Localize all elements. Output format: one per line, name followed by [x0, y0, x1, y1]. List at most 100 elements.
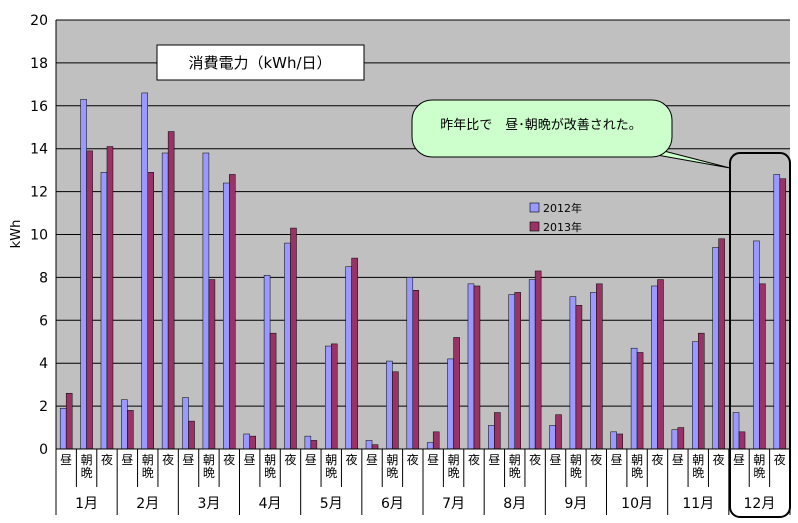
x-sub-category-label: 昼	[183, 453, 195, 467]
x-sub-category-label: 昼	[244, 453, 256, 467]
x-sub-category-label: 朝	[631, 453, 643, 467]
bar-2013	[412, 290, 420, 450]
bar-2013	[147, 172, 154, 450]
x-sub-category-label: 晩	[570, 466, 582, 480]
bar-2012	[161, 152, 169, 450]
x-month-label: 8月	[503, 496, 526, 512]
x-sub-category-label: 夜	[407, 452, 419, 467]
bar-2013	[636, 352, 644, 450]
bar-2013	[534, 270, 542, 450]
callout-box	[411, 99, 673, 158]
x-axis: 昼朝晩夜昼朝晩夜昼朝晩夜昼朝晩夜昼朝晩夜昼朝晩夜昼朝晩夜昼朝晩夜昼朝晩夜昼朝晩夜…	[55, 448, 791, 515]
bar-2013	[106, 146, 114, 450]
legend-swatch-2013	[529, 221, 540, 232]
x-sub-category-label: 昼	[427, 453, 439, 467]
x-sub-category-label: 朝	[509, 453, 521, 467]
bar-2013	[494, 412, 501, 450]
bar-2012	[182, 397, 189, 450]
x-month-label: 6月	[381, 496, 404, 512]
bar-2012	[569, 296, 577, 450]
bar-2013	[759, 283, 766, 450]
bar-2013	[555, 414, 562, 450]
x-sub-category-label: 昼	[488, 453, 500, 467]
bar-2013	[249, 435, 256, 450]
x-month-label: 12月	[744, 496, 776, 512]
bar-2013	[371, 444, 379, 450]
y-tick-label: 8	[39, 270, 48, 286]
y-axis-label: kWh	[9, 220, 24, 249]
x-month-label: 9月	[564, 496, 587, 512]
bar-2012	[630, 347, 638, 450]
bar-2012	[325, 345, 332, 450]
x-month-label: 10月	[621, 496, 653, 512]
bar-2013	[718, 238, 725, 450]
bar-2012	[59, 407, 67, 450]
bar-2012	[773, 174, 781, 450]
y-axis-ticks: 0 2 4 6 8 10 12 14 16 18 20	[30, 13, 57, 458]
x-sub-category-label: 朝	[325, 453, 337, 467]
x-sub-category-label: 夜	[590, 452, 602, 467]
x-sub-category-label: 晩	[203, 466, 215, 480]
x-sub-category-label: 夜	[468, 452, 480, 467]
callout-text: 昨年比で 昼･朝晩が改善された。	[440, 117, 642, 133]
y-tick-label: 20	[30, 13, 48, 29]
x-month-label: 2月	[136, 496, 159, 512]
x-sub-category-label: 朝	[753, 453, 765, 467]
bar-2013	[514, 292, 521, 450]
x-sub-category-label: 昼	[60, 453, 72, 467]
bar-2012	[263, 275, 271, 450]
bar-2012	[304, 435, 312, 450]
x-month-label: 5月	[320, 496, 343, 512]
x-sub-category-label: 朝	[692, 453, 704, 467]
x-sub-category-label: 夜	[346, 452, 358, 467]
bar-2013	[127, 410, 134, 450]
bar-2013	[269, 332, 277, 450]
chart-title: 消費電力（kWh/日）	[188, 54, 331, 72]
x-sub-category-label: 晩	[325, 466, 337, 480]
x-sub-category-label: 晩	[142, 466, 154, 480]
bar-2012	[467, 283, 475, 450]
bar-2013	[698, 332, 705, 450]
y-tick-label: 10	[30, 228, 48, 244]
bar-2012	[141, 92, 148, 450]
bar-2012	[345, 266, 352, 450]
bar-2013	[432, 431, 440, 450]
x-month-label: 1月	[75, 496, 98, 512]
x-sub-category-label: 朝	[570, 453, 582, 467]
bar-2012	[732, 412, 740, 450]
y-tick-label: 18	[30, 56, 48, 72]
x-sub-category-label: 夜	[529, 452, 541, 467]
x-sub-category-label: 晩	[448, 466, 460, 480]
x-sub-category-label: 晩	[509, 466, 521, 480]
bar-2013	[351, 257, 358, 450]
y-tick-label: 12	[30, 185, 48, 201]
x-sub-category-label: 夜	[162, 452, 174, 467]
x-sub-category-label: 朝	[142, 453, 154, 467]
bar-2013	[392, 371, 399, 450]
bar-2012	[712, 247, 719, 450]
x-sub-category-label: 夜	[774, 452, 786, 467]
y-tick-label: 16	[30, 99, 48, 115]
bar-2013	[453, 337, 460, 450]
bar-2013	[310, 440, 318, 450]
bar-2013	[473, 285, 481, 450]
x-sub-category-label: 晩	[81, 466, 93, 480]
bar-2013	[657, 279, 664, 450]
bar-2012	[223, 182, 230, 450]
bar-2013	[331, 343, 338, 450]
legend: 2012年 2013年	[529, 201, 582, 234]
x-sub-category-label: 昼	[366, 453, 378, 467]
bar-2013	[596, 283, 603, 450]
y-tick-label: 4	[39, 356, 48, 372]
x-sub-category-label: 夜	[223, 452, 235, 467]
x-sub-category-label: 昼	[672, 453, 684, 467]
x-sub-category-label: 朝	[264, 453, 276, 467]
bar-2012	[549, 425, 556, 450]
y-tick-label: 2	[39, 399, 48, 415]
bar-2012	[386, 360, 393, 450]
bar-2012	[100, 172, 108, 450]
x-sub-category-label: 朝	[386, 453, 398, 467]
bar-2012	[488, 425, 495, 450]
bar-2012	[692, 341, 699, 450]
